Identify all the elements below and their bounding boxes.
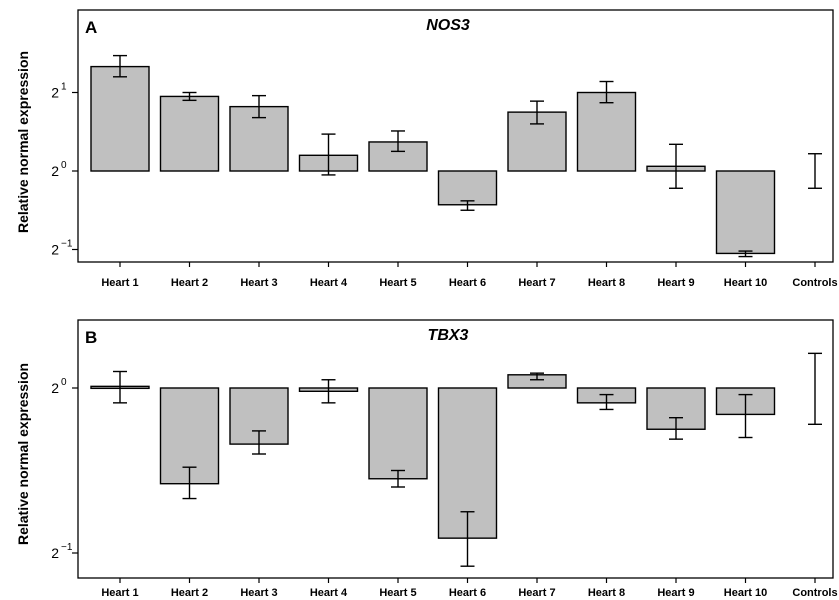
- panel-a-error-bar: [391, 130, 405, 153]
- panel-a-category-label: Heart 9: [657, 277, 694, 289]
- panel-a-category-label: Heart 6: [449, 277, 486, 289]
- panel-a-ytick-label: 2: [51, 163, 59, 179]
- panel-b-title: TBX3: [428, 327, 469, 344]
- panel-b-category-label: Heart 6: [449, 587, 486, 599]
- panel-b-letter: B: [85, 328, 97, 347]
- panel-b-error-bar: [252, 430, 266, 455]
- panel-b-category-label: Heart 9: [657, 587, 694, 599]
- panel-a-bar: [90, 65, 150, 172]
- panel-a-category-label: Heart 4: [310, 277, 348, 289]
- panel-b-error-bar: [182, 466, 197, 500]
- panel-b-error-bar: [530, 372, 544, 381]
- panel-b-error-bar: [321, 379, 336, 404]
- panel-b-error-bar: [391, 469, 405, 488]
- panel-a-letter: A: [85, 18, 97, 37]
- panel-a-category-label: Heart 5: [379, 277, 416, 289]
- panel-b-category-label: Controls: [792, 587, 837, 599]
- panel-a-error-bar: [738, 250, 753, 258]
- panel-a-category-label: Heart 7: [518, 277, 555, 289]
- panel-a-error-bar: [182, 91, 197, 102]
- panel-a-error-bar: [252, 94, 266, 119]
- panel-a-category-label: Heart 8: [588, 277, 625, 289]
- panel-b-ytick-exponent: 0: [61, 377, 67, 388]
- panel-b-category-label: Heart 1: [101, 587, 138, 599]
- panel-a-ytick-label: 2: [51, 242, 59, 258]
- panel-a-ytick-exponent: 0: [61, 160, 67, 171]
- panel-a-ytick-exponent: −1: [61, 239, 73, 250]
- panel-b-error-bar: [460, 511, 475, 567]
- panel-a-error-bar: [599, 80, 614, 104]
- panel-a-category-label: Heart 3: [240, 277, 277, 289]
- panel-a-ytick-exponent: 1: [61, 82, 67, 93]
- panel-b-error-bar: [738, 393, 753, 439]
- panel-b-bar: [368, 387, 428, 480]
- panel-a-error-bar: [530, 100, 544, 125]
- panel-a-error-bar: [669, 143, 683, 189]
- panel-b-category-label: Heart 2: [171, 587, 208, 599]
- panel-a-ylabel: Relative normal expression: [15, 51, 31, 233]
- panel-a: A NOS3 Relative normal expression 2 12 02−…: [15, 9, 838, 289]
- panel-a-bar: [437, 170, 498, 206]
- panel-a-category-label: Heart 10: [724, 277, 767, 289]
- panel-b-ytick-label: 2: [51, 380, 59, 396]
- panel-b-error-bar: [599, 393, 614, 411]
- panel-a-error-bar: [808, 153, 822, 189]
- panel-a-ytick-label: 2: [51, 85, 59, 101]
- panel-b-frame: [77, 319, 834, 579]
- panel-b-category-label: Heart 4: [310, 587, 348, 599]
- panel-b-ytick-exponent: −1: [61, 542, 73, 553]
- panel-b-category-label: Heart 8: [588, 587, 625, 599]
- panel-a-category-label: Heart 1: [101, 277, 138, 289]
- panel-b-error-bar: [808, 352, 822, 425]
- panel-a-bar: [159, 95, 220, 172]
- panel-b-category-label: Heart 7: [518, 587, 555, 599]
- panel-a-category-label: Heart 2: [171, 277, 208, 289]
- panel-b-category-label: Heart 3: [240, 587, 277, 599]
- panel-a-bar: [715, 170, 776, 255]
- panel-a-title: NOS3: [426, 17, 470, 34]
- panel-a-frame: [77, 9, 834, 263]
- panel-b-error-bar: [113, 370, 127, 404]
- panel-a-error-bar: [113, 54, 127, 78]
- panel-a-bar: [576, 91, 637, 172]
- panel-a-category-label: Controls: [792, 277, 837, 289]
- panel-b-category-label: Heart 10: [724, 587, 767, 599]
- panel-b-category-label: Heart 5: [379, 587, 416, 599]
- panel-b-ytick-label: 2: [51, 545, 59, 561]
- panel-b-error-bar: [669, 417, 683, 440]
- panel-b-ylabel: Relative normal expression: [15, 363, 31, 545]
- panel-a-error-bar: [321, 133, 336, 176]
- panel-b: B TBX3 Relative normal expression 2 02 −1 …: [15, 319, 838, 599]
- panel-a-error-bar: [460, 200, 475, 211]
